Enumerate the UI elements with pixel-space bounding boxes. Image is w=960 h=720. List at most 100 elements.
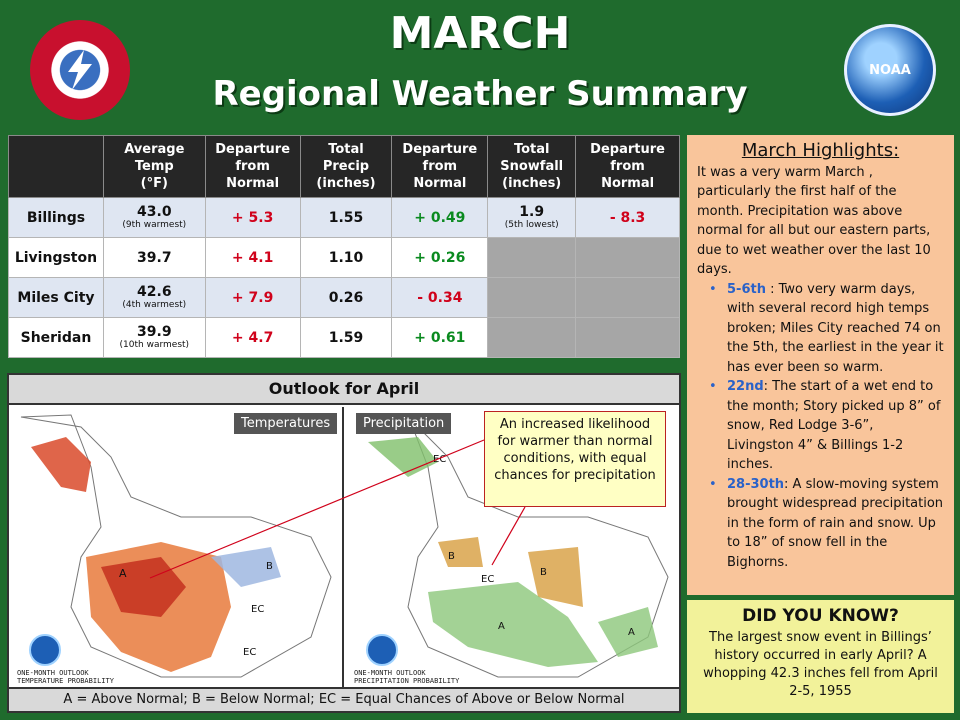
- temp-map-footer: ONE-MONTH OUTLOOK TEMPERATURE PROBABILIT…: [17, 669, 114, 685]
- east-below-region: [211, 547, 281, 587]
- page-title: MARCH: [389, 8, 571, 59]
- precip-departure-cell: - 0.34: [391, 277, 489, 318]
- table-header-cell: [8, 135, 104, 198]
- page-subtitle: Regional Weather Summary: [212, 74, 748, 114]
- temp-footer-line-2: TEMPERATURE PROBABILITY: [17, 677, 114, 685]
- svg-text:EC: EC: [481, 574, 494, 585]
- temperature-map-graphic: A B EC EC: [11, 407, 342, 687]
- precip-cell: 1.55: [299, 197, 393, 238]
- avg-temp-cell: 39.9 (10th warmest): [102, 317, 206, 358]
- callout-arrow-temp: [149, 439, 485, 579]
- table-row: Livingston 39.7 + 4.1 1.10 + 0.26: [8, 237, 680, 278]
- table-header-temp-departure: Departure from Normal: [204, 135, 301, 198]
- snow-departure-cell: [575, 317, 680, 358]
- svg-text:A: A: [498, 621, 505, 632]
- table-header-snow-departure: Departure from Normal: [575, 135, 680, 198]
- table-header-total-precip: Total Precip (inches): [299, 135, 393, 198]
- highlight-text: : The start of a wet end to the month; S…: [727, 379, 941, 472]
- snowfall-cell: [487, 277, 577, 318]
- highlights-list: 5-6th : Two very warm days, with several…: [697, 280, 944, 573]
- did-you-know-title: DID YOU KNOW?: [742, 606, 899, 626]
- alaska-wet-region: [368, 437, 438, 477]
- highlights-intro: It was a very warm March , particularly …: [697, 164, 931, 278]
- temp-footer-line-1: ONE-MONTH OUTLOOK: [17, 669, 89, 677]
- precip-cell: 1.59: [299, 317, 393, 358]
- highlight-date: 22nd: [727, 379, 764, 394]
- svg-text:B: B: [540, 567, 547, 578]
- highlight-date: 5-6th: [727, 281, 766, 297]
- nws-logo: [30, 20, 130, 120]
- table-header-row: Average Temp (°F) Departure from Normal Tota…: [8, 135, 680, 198]
- temp-rank-note: (10th warmest): [119, 340, 190, 350]
- svg-text:EC: EC: [433, 454, 446, 465]
- svg-text:A: A: [119, 567, 127, 580]
- outlook-title: Outlook for April: [9, 375, 679, 405]
- temp-departure-cell: + 4.7: [204, 317, 301, 358]
- southeast-wet-region: [598, 607, 658, 657]
- avg-temp-cell: 39.7: [102, 237, 206, 278]
- outlook-legend: A = Above Normal; B = Below Normal; EC =…: [9, 687, 679, 711]
- south-wet-region: [428, 582, 598, 667]
- april-outlook-panel: Outlook for April A B EC EC Temperatures…: [7, 373, 681, 713]
- city-cell: Billings: [8, 197, 104, 238]
- snow-departure-cell: [575, 277, 680, 318]
- temp-departure-cell: + 4.1: [204, 237, 301, 278]
- precipitation-label: Precipitation: [356, 413, 452, 434]
- avg-temp-cell: 43.0 (9th warmest): [102, 197, 206, 238]
- weather-stats-table: Average Temp (°F) Departure from Normal Tota…: [8, 135, 680, 358]
- highlight-text: : A slow-moving system brought widesprea…: [727, 476, 944, 570]
- highlights-title: March Highlights:: [741, 140, 900, 161]
- svg-text:A: A: [628, 627, 635, 638]
- noaa-logo-text: NOAA: [869, 62, 911, 78]
- march-highlights-panel: March Highlights: It was a very warm Mar…: [687, 135, 954, 595]
- avg-temp-cell: 42.6 (4th warmest): [102, 277, 206, 318]
- temperatures-label: Temperatures: [234, 413, 338, 434]
- svg-text:B: B: [448, 551, 455, 562]
- snow-departure-cell: - 8.3: [575, 197, 680, 238]
- temp-rank-note: (4th warmest): [122, 300, 187, 310]
- precip-map-footer: ONE-MONTH OUTLOOK PRECIPITATION PROBABIL…: [354, 669, 459, 685]
- highlight-item: 5-6th : Two very warm days, with several…: [697, 280, 944, 378]
- precip-footer-line-1: ONE-MONTH OUTLOOK: [354, 669, 426, 677]
- table-row: Billings 43.0 (9th warmest) + 5.3 1.55 + 0.49…: [8, 197, 680, 238]
- precip-departure-cell: + 0.26: [391, 237, 489, 278]
- precip-footer-line-2: PRECIPITATION PROBABILITY: [354, 677, 460, 685]
- callout-arrow-precip: [491, 506, 526, 566]
- precip-departure-cell: + 0.61: [391, 317, 489, 358]
- svg-text:EC: EC: [251, 604, 264, 615]
- noaa-small-logo: [29, 634, 61, 666]
- table-row: Sheridan 39.9 (10th warmest) + 4.7 1.59 + 0.6…: [8, 317, 680, 358]
- noaa-logo: NOAA: [844, 24, 936, 116]
- table-row: Miles City 42.6 (4th warmest) + 7.9 0.26- 0.…: [8, 277, 680, 318]
- precip-cell: 1.10: [299, 237, 393, 278]
- svg-text:EC: EC: [243, 647, 256, 658]
- lightning-icon: [68, 50, 92, 90]
- alaska-above-region: [31, 437, 91, 492]
- highlight-text: : Two very warm days, with several recor…: [727, 281, 944, 375]
- precip-cell: 0.26: [299, 277, 393, 318]
- table-header-total-snowfall: Total Snowfall (inches): [487, 135, 577, 198]
- svg-text:B: B: [266, 561, 273, 572]
- temp-departure-cell: + 5.3: [204, 197, 301, 238]
- did-you-know-panel: DID YOU KNOW? The largest snow event in …: [687, 600, 954, 713]
- snowfall-cell: [487, 237, 577, 278]
- city-cell: Livingston: [8, 237, 104, 278]
- snow-rank-note: (5th lowest): [504, 220, 559, 230]
- table-header-avg-temp: Average Temp (°F): [102, 135, 206, 198]
- snowfall-cell: 1.9 (5th lowest): [487, 197, 577, 238]
- snow-departure-cell: [575, 237, 680, 278]
- city-cell: Miles City: [8, 277, 104, 318]
- noaa-small-logo: [366, 634, 398, 666]
- table-header-precip-departure: Departure from Normal: [391, 135, 489, 198]
- highlight-item: 28-30th: A slow-moving system brought wi…: [697, 475, 944, 573]
- highlight-date: 28-30th: [727, 476, 785, 492]
- did-you-know-text: The largest snow event in Billings’ hist…: [703, 630, 938, 699]
- temp-rank-note: (9th warmest): [122, 220, 187, 230]
- city-cell: Sheridan: [8, 317, 104, 358]
- nw-dry-region: [438, 537, 483, 567]
- highlight-item: 22nd: The start of a wet end to the mont…: [697, 377, 944, 475]
- midwest-dry-region: [528, 547, 583, 607]
- temp-departure-cell: + 7.9: [204, 277, 301, 318]
- outlook-callout: An increased likelihood for warmer than …: [484, 411, 666, 507]
